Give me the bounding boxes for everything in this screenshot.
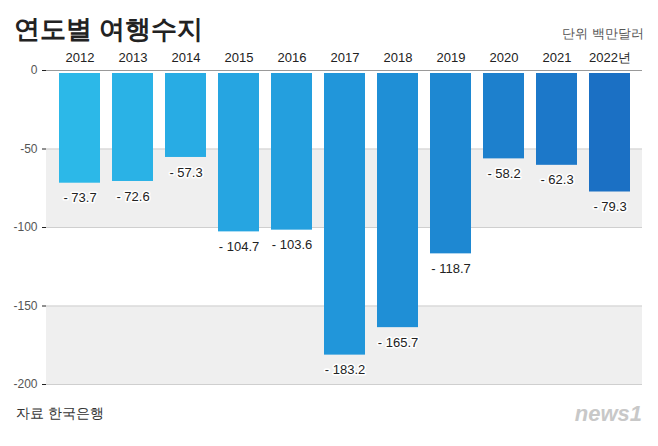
svg-text:- 72.6: - 72.6 xyxy=(116,189,149,204)
svg-text:2013: 2013 xyxy=(119,50,148,65)
svg-text:- 73.7: - 73.7 xyxy=(63,190,96,205)
svg-text:-100: -100 xyxy=(13,220,37,234)
svg-text:- 183.2: - 183.2 xyxy=(325,362,365,377)
svg-text:- 104.7: - 104.7 xyxy=(219,239,259,254)
svg-text:0: 0 xyxy=(31,63,38,77)
svg-text:2015: 2015 xyxy=(225,50,254,65)
html-text:자료 한국은행: 자료 한국은행 xyxy=(16,405,104,421)
svg-text:2020: 2020 xyxy=(490,50,519,65)
svg-text:- 57.3: - 57.3 xyxy=(169,165,202,180)
svg-text:-150: -150 xyxy=(13,299,37,313)
svg-text:- 58.2: - 58.2 xyxy=(487,166,520,181)
svg-text:- 103.6: - 103.6 xyxy=(272,237,312,252)
svg-text:2012: 2012 xyxy=(66,50,95,65)
html-text:연도별 여행수지: 연도별 여행수지 xyxy=(14,14,204,44)
svg-text:-50: -50 xyxy=(20,142,38,156)
svg-text:- 79.3: - 79.3 xyxy=(593,199,626,214)
svg-text:-200: -200 xyxy=(13,377,37,391)
svg-text:2014: 2014 xyxy=(172,50,201,65)
svg-text:- 62.3: - 62.3 xyxy=(540,172,573,187)
html-text:news1: news1 xyxy=(574,401,642,426)
svg-text:2019: 2019 xyxy=(437,50,466,65)
html-text:단위 백만달러: 단위 백만달러 xyxy=(562,26,644,41)
svg-text:2022년: 2022년 xyxy=(589,50,631,65)
svg-text:2018: 2018 xyxy=(384,50,413,65)
svg-text:2016: 2016 xyxy=(278,50,307,65)
svg-text:2021: 2021 xyxy=(543,50,572,65)
svg-text:- 118.7: - 118.7 xyxy=(431,261,471,276)
svg-text:2017: 2017 xyxy=(331,50,360,65)
svg-text:- 165.7: - 165.7 xyxy=(378,335,418,350)
